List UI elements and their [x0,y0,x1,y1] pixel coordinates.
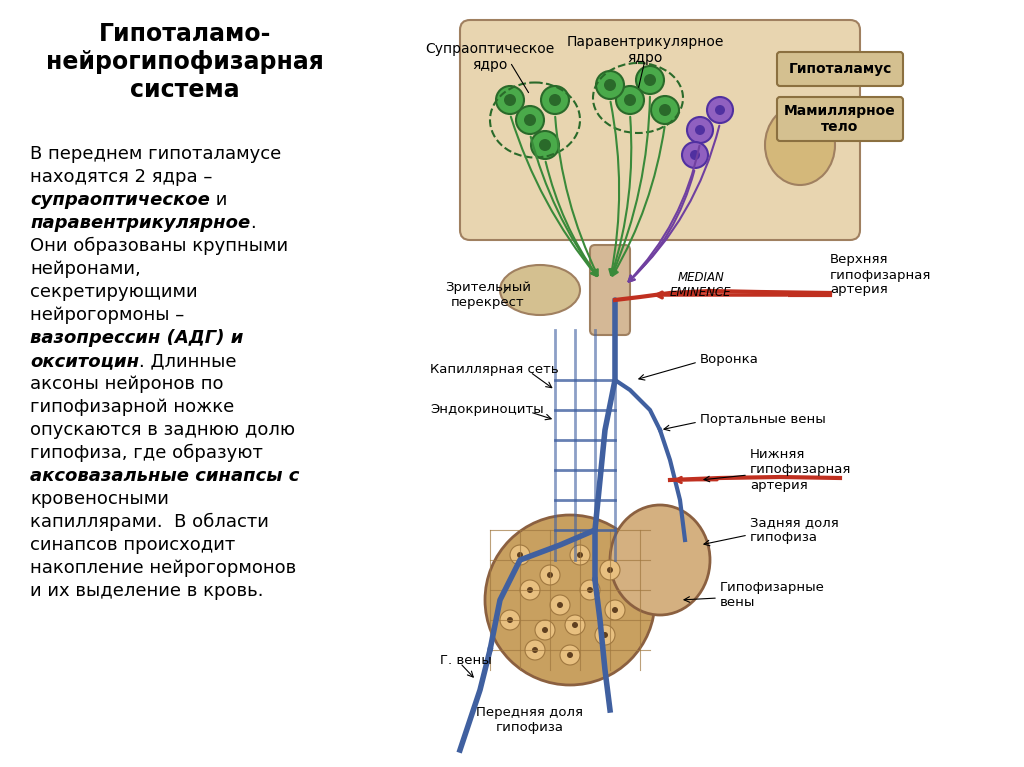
FancyBboxPatch shape [460,20,860,240]
Circle shape [535,620,555,640]
Circle shape [695,125,705,135]
Text: Супраоптическое
ядро: Супраоптическое ядро [425,42,555,72]
Circle shape [580,580,600,600]
Circle shape [607,567,613,573]
Text: Они образованы крупными: Они образованы крупными [30,237,288,255]
Text: MEDIAN
EMINENCE: MEDIAN EMINENCE [670,271,731,299]
Text: Воронка: Воронка [700,354,759,367]
Text: находятся 2 ядра –: находятся 2 ядра – [30,168,212,186]
Circle shape [577,552,583,558]
Text: Гипоталамус: Гипоталамус [788,62,892,76]
FancyBboxPatch shape [777,52,903,86]
Circle shape [550,595,570,615]
Ellipse shape [500,265,580,315]
Text: Зрительный
перекрест: Зрительный перекрест [445,281,531,309]
Circle shape [604,79,616,91]
Circle shape [516,106,544,134]
Circle shape [624,94,636,106]
Circle shape [651,96,679,124]
Text: и их выделение в кровь.: и их выделение в кровь. [30,582,263,600]
Ellipse shape [485,515,655,685]
Circle shape [587,587,593,593]
Text: Портальные вены: Портальные вены [700,413,825,426]
Text: окситоцин: окситоцин [30,352,139,370]
Text: синапсов происходит: синапсов происходит [30,536,236,554]
Circle shape [602,632,608,638]
Circle shape [541,86,569,114]
Text: аксовазальные синапсы с: аксовазальные синапсы с [30,467,299,485]
Circle shape [524,114,536,126]
Text: Гипофизарные
вены: Гипофизарные вены [720,581,825,609]
Circle shape [636,66,664,94]
Text: Эндокриноциты: Эндокриноциты [430,403,544,416]
Text: гипофиза, где образуют: гипофиза, где образуют [30,444,263,463]
Circle shape [644,74,656,86]
Text: Передняя доля
гипофиза: Передняя доля гипофиза [476,706,584,734]
Circle shape [500,610,520,630]
Circle shape [567,652,573,658]
Text: нейронами,: нейронами, [30,260,140,278]
Ellipse shape [610,505,710,615]
Circle shape [540,565,560,585]
Text: вазопрессин (АДГ) и: вазопрессин (АДГ) и [30,329,244,347]
Circle shape [539,139,551,151]
Circle shape [612,607,618,613]
Circle shape [715,105,725,115]
Circle shape [687,117,713,143]
Text: Гипоталамо-
нейрогипофизарная
система: Гипоталамо- нейрогипофизарная система [46,22,324,101]
Circle shape [596,71,624,99]
Circle shape [510,545,530,565]
Text: накопление нейрогормонов: накопление нейрогормонов [30,559,296,577]
Circle shape [707,97,733,123]
Text: и: и [210,191,227,209]
Circle shape [520,580,540,600]
Text: гипофизарной ножке: гипофизарной ножке [30,398,234,416]
Text: супраоптическое: супраоптическое [30,191,210,209]
Circle shape [525,640,545,660]
Text: . Длинные: . Длинные [139,352,237,370]
Circle shape [690,150,700,160]
Text: Мамиллярное
тело: Мамиллярное тело [784,104,896,134]
Circle shape [527,587,534,593]
Text: Паравентрикулярное
ядро: Паравентрикулярное ядро [566,35,724,65]
Circle shape [496,86,524,114]
FancyBboxPatch shape [777,97,903,141]
Circle shape [542,627,548,633]
Text: Г. вены: Г. вены [440,653,492,667]
Circle shape [531,131,559,159]
Circle shape [616,86,644,114]
Text: Нижняя
гипофизарная
артерия: Нижняя гипофизарная артерия [750,449,851,492]
Text: Капиллярная сеть: Капиллярная сеть [430,364,559,377]
Circle shape [570,545,590,565]
Text: опускаются в заднюю долю: опускаются в заднюю долю [30,421,295,439]
Circle shape [504,94,516,106]
Circle shape [595,625,615,645]
Circle shape [682,142,708,168]
Text: капиллярами.  В области: капиллярами. В области [30,513,269,532]
Circle shape [560,645,580,665]
Text: аксоны нейронов по: аксоны нейронов по [30,375,223,393]
Text: Верхняя
гипофизарная
артерия: Верхняя гипофизарная артерия [830,254,932,297]
Circle shape [517,552,523,558]
Circle shape [600,560,620,580]
Circle shape [659,104,671,116]
Circle shape [572,622,578,628]
Circle shape [557,602,563,608]
Circle shape [565,615,585,635]
Text: паравентрикулярное: паравентрикулярное [30,214,250,232]
Circle shape [547,572,553,578]
Text: кровеносными: кровеносными [30,490,169,508]
Text: Задняя доля
гипофиза: Задняя доля гипофиза [750,516,839,544]
FancyBboxPatch shape [590,245,630,335]
Text: секретирующими: секретирующими [30,283,198,301]
Circle shape [532,647,538,653]
Circle shape [549,94,561,106]
Text: нейрогормоны –: нейрогормоны – [30,306,184,324]
Circle shape [605,600,625,620]
Ellipse shape [765,105,835,185]
Text: .: . [250,214,256,232]
Text: В переднем гипоталамусе: В переднем гипоталамусе [30,145,282,163]
Circle shape [507,617,513,623]
